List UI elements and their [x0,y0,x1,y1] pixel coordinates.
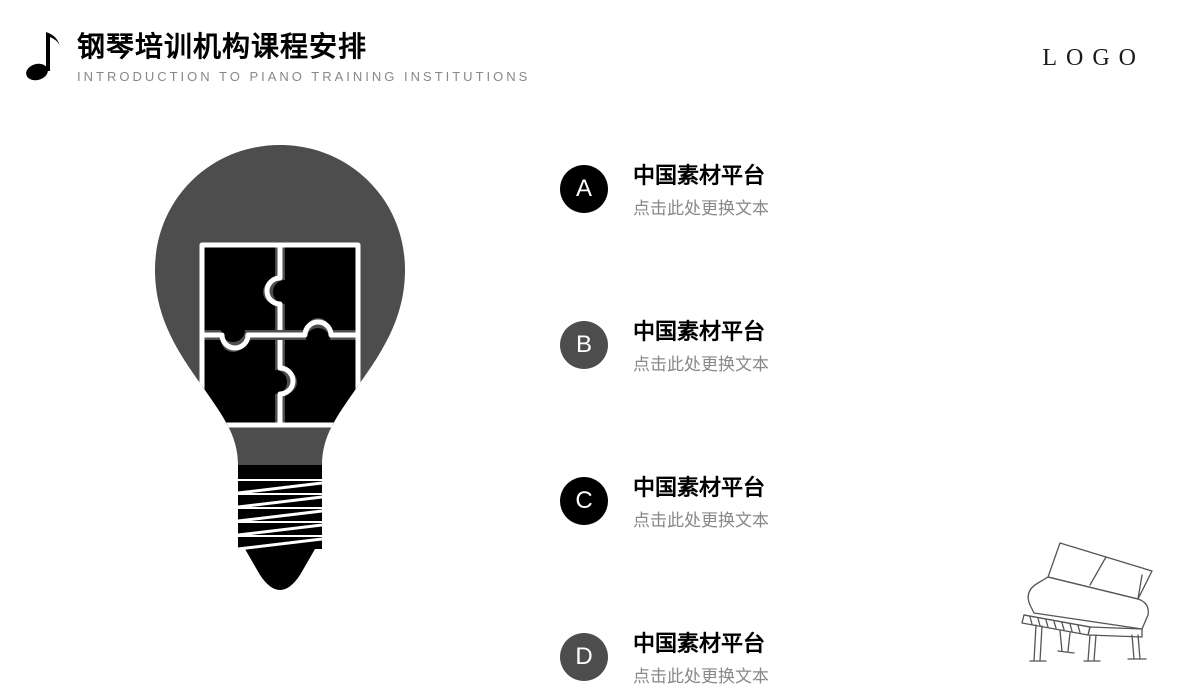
grand-piano-icon [1020,535,1160,665]
item-text: 中国素材平台 点击此处更换文本 [633,470,769,531]
logo-text: LOGO [1042,45,1145,72]
item-text: 中国素材平台 点击此处更换文本 [633,158,769,219]
item-title: 中国素材平台 [633,470,769,502]
item-desc: 点击此处更换文本 [633,350,769,375]
music-note-icon [25,27,65,82]
item-badge-d: D [560,633,608,681]
item-badge-a: A [560,165,608,213]
list-item: D 中国素材平台 点击此处更换文本 [560,626,769,687]
lightbulb-puzzle-graphic [150,145,410,595]
title-block: 钢琴培训机构课程安排 INTRODUCTION TO PIANO TRAININ… [77,25,530,84]
item-desc: 点击此处更换文本 [633,662,769,687]
item-desc: 点击此处更换文本 [633,194,769,219]
feature-list: A 中国素材平台 点击此处更换文本 B 中国素材平台 点击此处更换文本 C 中国… [560,158,769,687]
item-title: 中国素材平台 [633,314,769,346]
item-badge-b: B [560,321,608,369]
item-text: 中国素材平台 点击此处更换文本 [633,626,769,687]
item-text: 中国素材平台 点击此处更换文本 [633,314,769,375]
list-item: C 中国素材平台 点击此处更换文本 [560,470,769,531]
item-badge-c: C [560,477,608,525]
item-title: 中国素材平台 [633,626,769,658]
list-item: A 中国素材平台 点击此处更换文本 [560,158,769,219]
item-title: 中国素材平台 [633,158,769,190]
list-item: B 中国素材平台 点击此处更换文本 [560,314,769,375]
slide-header: 钢琴培训机构课程安排 INTRODUCTION TO PIANO TRAININ… [25,25,530,84]
page-title: 钢琴培训机构课程安排 [77,25,530,65]
item-desc: 点击此处更换文本 [633,506,769,531]
page-subtitle: INTRODUCTION TO PIANO TRAINING INSTITUTI… [77,69,530,84]
